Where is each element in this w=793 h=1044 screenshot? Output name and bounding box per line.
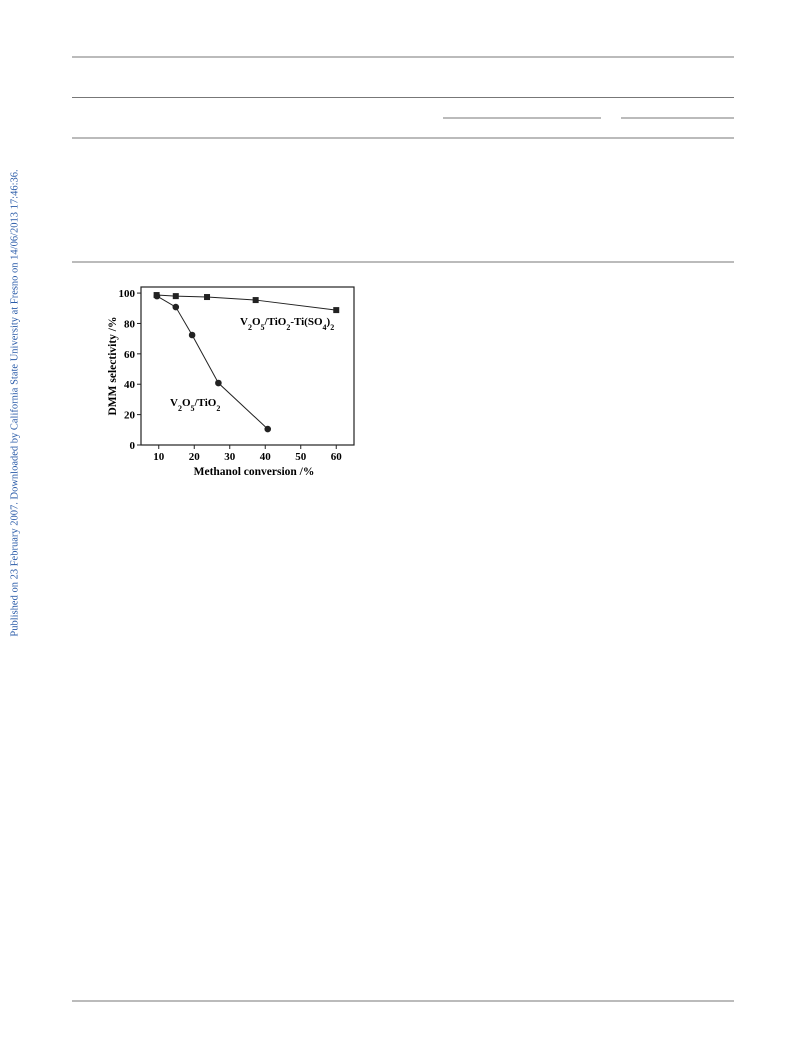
y-tick-label: 40 xyxy=(124,379,136,391)
marker xyxy=(264,425,272,433)
x-tick-label: 60 xyxy=(331,451,343,463)
x-tick-label: 20 xyxy=(189,451,201,463)
series-label: V2O5/TiO2-Ti(SO4)2 xyxy=(240,316,334,332)
marker xyxy=(153,292,161,300)
marker xyxy=(215,379,222,387)
marker xyxy=(204,294,211,301)
y-tick-label: 20 xyxy=(124,410,136,422)
series-line xyxy=(156,294,337,311)
marker xyxy=(252,297,259,304)
marker xyxy=(172,303,180,311)
marker xyxy=(188,331,196,339)
plot-frame xyxy=(140,286,355,446)
x-tick-label: 40 xyxy=(260,451,272,463)
x-tick-label: 50 xyxy=(295,451,307,463)
x-axis-label: Methanol conversion /% xyxy=(194,466,315,478)
y-tick-label: 0 xyxy=(130,440,136,452)
y-tick-label: 60 xyxy=(124,349,136,361)
series-label: V2O5/TiO2 xyxy=(170,397,220,413)
x-tick-label: 10 xyxy=(153,451,165,463)
y-axis-label: DMM selectivity /% xyxy=(107,317,119,416)
y-tick-label: 100 xyxy=(119,288,136,300)
y-tick-label: 80 xyxy=(124,318,136,330)
marker xyxy=(333,307,340,314)
sidebar-text: Published on 23 February 2007. Downloade… xyxy=(9,169,20,636)
marker xyxy=(172,293,179,300)
x-tick-label: 30 xyxy=(224,451,236,463)
